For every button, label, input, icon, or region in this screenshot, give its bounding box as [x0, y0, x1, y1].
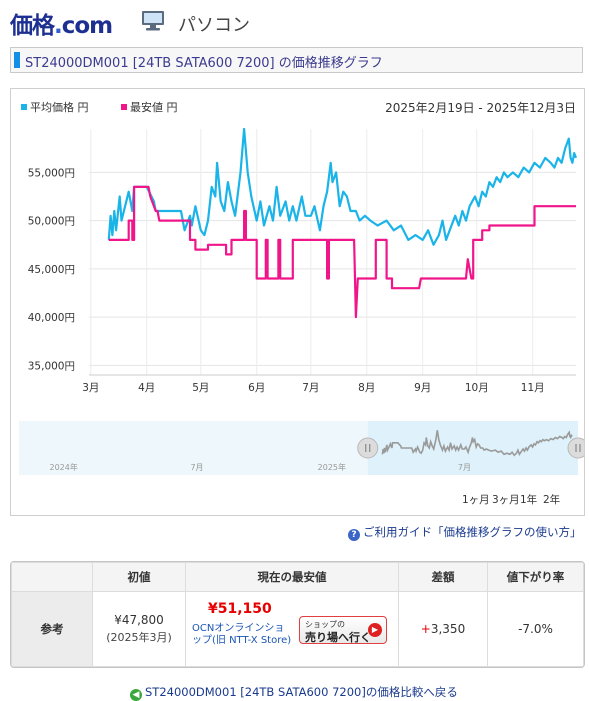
navigator-left-handle[interactable] — [357, 437, 379, 459]
y-tick-label: 50,000円 — [28, 216, 75, 228]
x-tick-label: 5月 — [192, 382, 209, 394]
back-link[interactable]: ◀ ST24000DM001 [24TB SATA600 7200]の価格比較へ戻… — [130, 684, 458, 701]
price-chart[interactable]: 平均価格 円 最安値 円 2025年2月19日 - 2025年12月3日 35,000… — [11, 89, 584, 515]
site-header: 価格.com パソコン — [10, 6, 580, 39]
navigator-label: 2025年 — [318, 462, 346, 472]
help-icon: ? — [348, 529, 360, 541]
row-label: 参考 — [11, 591, 93, 667]
guide-link-text[interactable]: ご利用ガイド「価格推移グラフの使い方」 — [363, 525, 582, 539]
shop-name-link[interactable]: OCNオンラインショップ(旧 NTT-X Store) — [192, 623, 292, 646]
x-tick-label: 6月 — [248, 382, 265, 394]
navigator-series-line — [381, 430, 573, 457]
range-button-0[interactable]: 1ヶ月 — [462, 494, 490, 506]
x-tick-label: 4月 — [138, 382, 155, 394]
diff-sign: + — [420, 622, 431, 636]
drop-rate: -7.0% — [487, 591, 584, 667]
current-low-cell: ¥51,150 OCNオンラインショップ(旧 NTT-X Store) ショップ… — [185, 591, 399, 667]
legend-swatch-0 — [21, 104, 27, 110]
y-tick-label: 40,000円 — [28, 312, 75, 324]
navigator-right-handle[interactable] — [567, 437, 584, 459]
chart-panel: 平均価格 円 最安値 円 2025年2月19日 - 2025年12月3日 35,000… — [10, 88, 585, 516]
navigator-label: 7月 — [458, 463, 471, 472]
logo-main: 価格 — [10, 13, 55, 39]
navigator-label: 2024年 — [50, 462, 78, 472]
legend-swatch-1 — [121, 104, 127, 110]
y-tick-label: 55,000円 — [28, 167, 75, 179]
range-button-3[interactable]: 2年 — [543, 493, 560, 506]
navigator-selection — [367, 421, 578, 475]
site-logo[interactable]: 価格.com — [10, 6, 113, 40]
pc-monitor-icon — [142, 11, 164, 31]
title-accent — [14, 52, 20, 68]
corner-cell — [11, 562, 93, 592]
y-tick-label: 35,000円 — [28, 360, 75, 372]
logo-com: com — [61, 13, 113, 39]
legend-label-0: 平均価格 円 — [30, 100, 89, 114]
header-drop-rate: 値下がり率 — [487, 562, 584, 592]
shop-button-small-text: ショップの — [305, 620, 345, 629]
initial-date: (2025年3月) — [106, 631, 172, 644]
x-tick-label: 9月 — [414, 382, 431, 394]
x-tick-label: 8月 — [358, 382, 375, 394]
go-to-shop-button[interactable]: ショップの 売り場へ行く ▶ — [299, 616, 387, 644]
handle-knob — [357, 437, 379, 459]
range-button-2[interactable]: 1年 — [520, 493, 537, 506]
play-arrow-icon: ▶ — [368, 623, 382, 637]
header-initial: 初値 — [92, 562, 186, 592]
shop-button-main-text: 売り場へ行く — [305, 631, 371, 644]
page-title: ST24000DM001 [24TB SATA600 7200] の価格推移グラ… — [25, 56, 383, 71]
x-tick-label: 10月 — [465, 382, 489, 394]
back-arrow-icon: ◀ — [130, 689, 142, 701]
back-link-text[interactable]: ST24000DM001 [24TB SATA600 7200]の価格比較へ戻る — [145, 685, 458, 699]
diff-value: 3,350 — [430, 622, 466, 636]
diff-cell: +3,350 — [398, 591, 488, 667]
legend-label-1: 最安値 円 — [130, 100, 178, 114]
header-diff: 差額 — [398, 562, 488, 592]
y-tick-label: 45,000円 — [28, 264, 75, 276]
category-name[interactable]: パソコン — [178, 15, 250, 36]
title-bar: ST24000DM001 [24TB SATA600 7200] の価格推移グラ… — [10, 47, 583, 73]
guide-link[interactable]: ? ご利用ガイド「価格推移グラフの使い方」 — [348, 524, 582, 541]
x-tick-label: 11月 — [521, 382, 545, 394]
initial-price: ¥47,800 — [114, 613, 164, 627]
series-line-1 — [108, 185, 576, 319]
date-range: 2025年2月19日 - 2025年12月3日 — [385, 101, 576, 115]
series-line-0 — [107, 127, 578, 246]
logo-dot: . — [54, 13, 63, 39]
range-button-1[interactable]: 3ヶ月 — [492, 494, 520, 506]
x-tick-label: 3月 — [82, 382, 99, 394]
x-tick-label: 7月 — [302, 382, 319, 394]
navigator-label: 7月 — [190, 463, 203, 472]
reference-table: 初値 現在の最安値 差額 値下がり率 参考 ¥47,800 (2025年3月) … — [10, 561, 585, 668]
initial-cell: ¥47,800 (2025年3月) — [92, 591, 186, 667]
current-low-price: ¥51,150 — [208, 601, 272, 617]
header-current-low: 現在の最安値 — [185, 562, 399, 592]
